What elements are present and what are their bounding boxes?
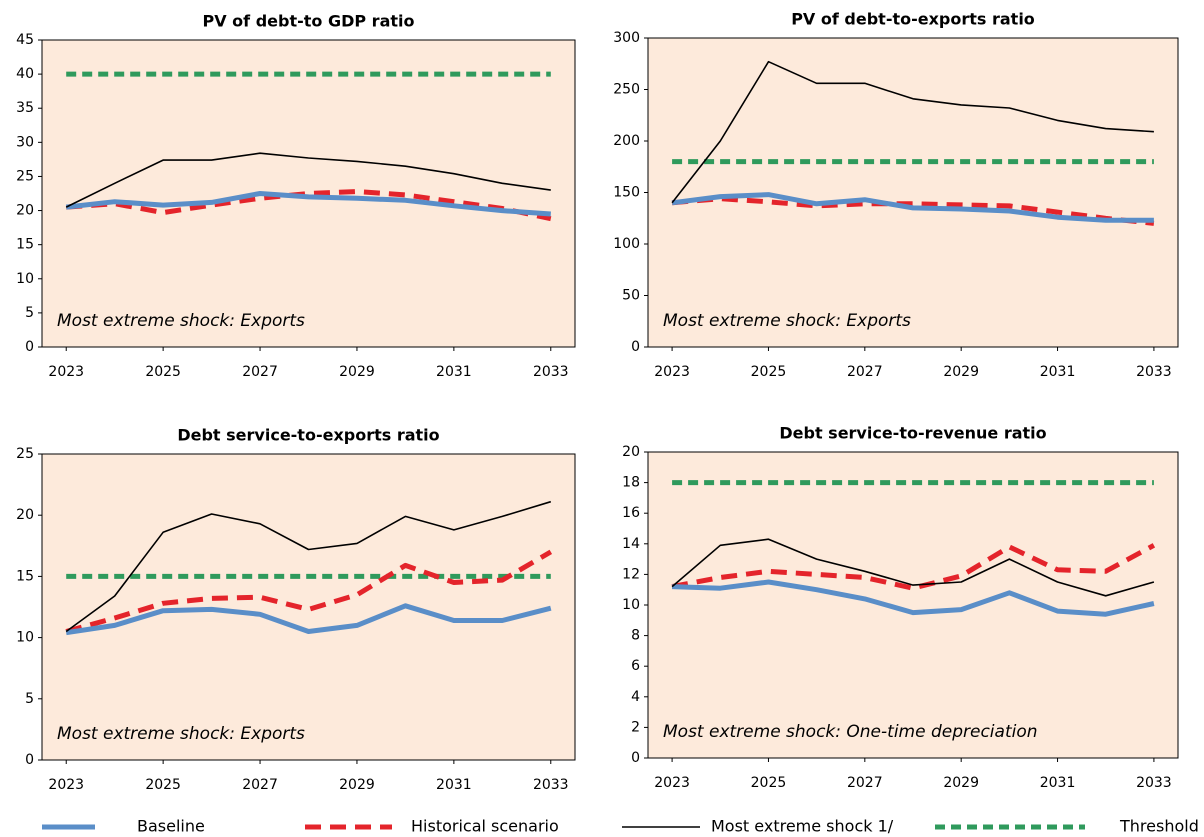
y-tick-label: 0	[631, 750, 640, 766]
y-tick-label: 300	[613, 30, 640, 46]
plot-area	[647, 451, 1179, 759]
y-tick-label: 15	[16, 568, 34, 584]
series-line	[65, 549, 553, 634]
y-tick-label: 20	[622, 444, 640, 460]
y-tick-label: 4	[631, 689, 640, 705]
y-tick-label: 35	[16, 100, 34, 116]
annotation: Most extreme shock: Exports	[663, 311, 911, 331]
y-tick-label: 20	[16, 507, 34, 523]
legend-label: Baseline	[137, 817, 205, 836]
x-tick-label: 2027	[847, 364, 883, 380]
series-line	[672, 579, 1155, 617]
annotation: Most extreme shock: Exports	[57, 724, 305, 744]
x-tick-label: 2025	[751, 775, 787, 791]
y-tick-label: 150	[613, 185, 640, 201]
x-tick-label: 2023	[48, 777, 84, 793]
series-line	[671, 196, 1155, 226]
x-tick-label: 2027	[847, 775, 883, 791]
x-tick-label: 2031	[436, 777, 472, 793]
chart-title: Debt service-to-exports ratio	[177, 426, 439, 445]
plot-area	[647, 37, 1179, 348]
series-line	[65, 152, 551, 208]
plot-area	[41, 453, 576, 761]
x-tick-label: 2031	[1040, 364, 1076, 380]
chart-title: Debt service-to-revenue ratio	[779, 424, 1046, 443]
annotation: Most extreme shock: Exports	[57, 311, 305, 331]
y-tick-label: 16	[622, 505, 640, 521]
y-tick-label: 250	[613, 82, 640, 98]
y-tick-label: 5	[25, 305, 34, 321]
annotation: Most extreme shock: One-time depreciatio…	[663, 722, 1038, 742]
legend-label: Historical scenario	[411, 817, 559, 836]
y-tick-label: 8	[631, 628, 640, 644]
y-tick-label: 100	[613, 236, 640, 252]
x-tick-label: 2023	[654, 775, 690, 791]
series-line	[671, 538, 1155, 597]
y-tick-label: 0	[25, 752, 34, 768]
x-tick-label: 2029	[339, 777, 375, 793]
x-tick-label: 2033	[1136, 775, 1172, 791]
y-tick-label: 10	[16, 271, 34, 287]
x-tick-label: 2029	[943, 364, 979, 380]
series-line	[65, 191, 551, 217]
y-tick-label: 30	[16, 134, 34, 150]
y-tick-label: 15	[16, 237, 34, 253]
x-tick-label: 2027	[242, 777, 278, 793]
x-tick-label: 2025	[145, 777, 181, 793]
series-line	[671, 192, 1154, 223]
y-tick-label: 12	[622, 566, 640, 582]
y-tick-label: 6	[631, 658, 640, 674]
y-tick-label: 18	[622, 475, 640, 491]
series-line	[65, 500, 552, 633]
x-tick-label: 2023	[48, 364, 84, 380]
x-tick-label: 2033	[533, 364, 569, 380]
legend-label: Threshold	[1119, 817, 1199, 836]
y-tick-label: 0	[25, 339, 34, 355]
y-tick-label: 45	[16, 32, 34, 48]
y-tick-label: 200	[613, 133, 640, 149]
x-tick-label: 2023	[654, 364, 690, 380]
y-tick-label: 14	[622, 536, 640, 552]
series-line	[671, 543, 1156, 591]
series-line	[65, 603, 552, 636]
y-tick-label: 10	[16, 630, 34, 646]
series-line	[671, 60, 1154, 204]
y-tick-label: 25	[16, 168, 34, 184]
y-tick-label: 10	[622, 597, 640, 613]
y-tick-label: 50	[622, 288, 640, 304]
y-tick-label: 5	[25, 691, 34, 707]
x-tick-label: 2031	[1040, 775, 1076, 791]
series-line	[66, 189, 552, 222]
chart-title: PV of debt-to-exports ratio	[791, 10, 1035, 29]
y-tick-label: 40	[16, 66, 34, 82]
plot-area	[41, 39, 576, 348]
x-tick-label: 2029	[943, 775, 979, 791]
x-tick-label: 2031	[436, 364, 472, 380]
x-tick-label: 2025	[145, 364, 181, 380]
x-tick-label: 2033	[533, 777, 569, 793]
y-tick-label: 25	[16, 446, 34, 462]
x-tick-label: 2027	[242, 364, 278, 380]
x-tick-label: 2033	[1136, 364, 1172, 380]
y-tick-label: 2	[631, 719, 640, 735]
y-tick-label: 20	[16, 203, 34, 219]
legend-label: Most extreme shock 1/	[711, 817, 894, 836]
x-tick-label: 2029	[339, 364, 375, 380]
chart-title: PV of debt-to GDP ratio	[203, 12, 415, 31]
y-tick-label: 0	[631, 339, 640, 355]
x-tick-label: 2025	[751, 364, 787, 380]
